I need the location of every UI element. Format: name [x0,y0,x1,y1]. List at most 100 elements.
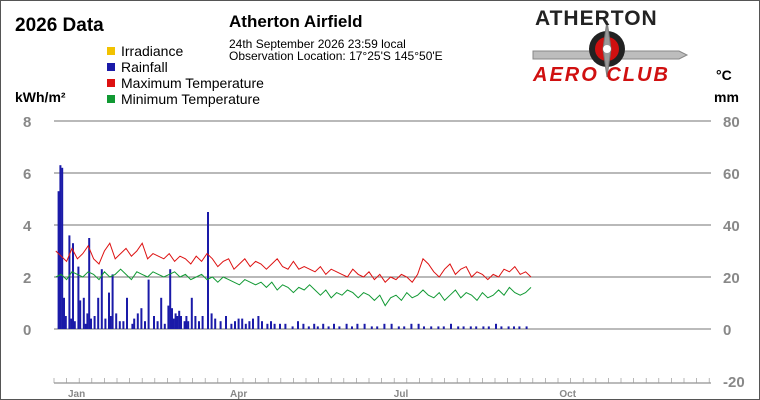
rainfall-bar [156,321,159,329]
month-tick-label: Oct [559,389,576,399]
rainfall-bar [363,323,366,329]
rainfall-bar [390,323,393,329]
rainfall-bar [462,326,465,329]
max-temperature-line [55,242,532,283]
rainfall-bar [111,274,114,329]
year-title: 2026 Data [15,15,104,36]
rainfall-bar [160,297,163,329]
legend-swatch [107,63,115,71]
rainfall-bar [201,316,204,329]
rainfall-bar [383,323,386,329]
logo-line-2: AERO CLUB [533,64,670,86]
legend-swatch [107,47,115,55]
rainfall-bar [163,323,166,329]
rainfall-bar [270,321,272,329]
observation-datetime: 24th September 2026 23:59 local [229,37,406,51]
rainfall-bar [225,316,227,329]
rainfall-bar [469,326,472,329]
rainfall-bar [79,300,82,329]
rainfall-bar [525,326,528,329]
right-tick-label: -20 [723,374,745,391]
rainfall-bar [169,269,172,329]
rainfall-bar [77,266,80,329]
rainfall-bar [241,318,244,329]
left-tick-label: 8 [23,114,31,131]
rainfall-bar [495,323,497,329]
rainfall-bar [333,323,335,329]
legend-swatch [107,79,115,87]
legend-label: Rainfall [121,59,168,75]
month-tick-label: Apr [230,389,247,399]
rainfall-bar [73,321,76,329]
rainfall-bar [63,297,65,329]
rainfall-bar [297,321,299,329]
rainfall-bar [104,318,107,329]
rainfall-bar [88,238,91,329]
right-tick-label: 40 [723,218,740,235]
rainfall-bar [172,318,175,329]
rainfall-bar [370,326,373,329]
rainfall-bar [376,326,379,329]
right-axis-unit-temperature: °C [716,67,732,83]
rainfall-bar [518,326,521,329]
rainfall-bar [237,318,240,329]
rainfall-bar [93,316,96,329]
rainfall-bar [252,318,254,329]
rainfall-bar [140,308,143,329]
rainfall-bar [68,235,71,329]
rainfall-bar [417,323,420,329]
rainfall-bar [64,316,67,329]
rainfall-bar [108,292,110,329]
rainfall-bar [291,326,294,329]
min-temperature-line [55,268,532,307]
station-title: Atherton Airfield [229,12,363,31]
rainfall-bar [133,318,136,329]
rainfall-bar [442,326,445,329]
rainfall-bar [475,326,478,329]
rainfall-bar [302,323,305,329]
rainfall-bar [131,323,134,329]
propeller-plane-icon [532,20,689,78]
rainfall-bar [423,326,425,329]
rainfall-bar [507,326,510,329]
rainfall-bar [97,297,100,329]
rainfall-bar [437,326,440,329]
rainfall-bar [219,321,222,329]
rainfall-bar [183,321,186,329]
rainfall-bar [307,326,310,329]
rainfall-bar [70,318,73,329]
rainfall-bar [338,326,341,329]
rainfall-bar [214,318,217,329]
left-axis-unit: kWh/m² [15,89,66,105]
left-tick-label: 4 [23,218,32,235]
rainfall-bar [410,323,413,329]
rainfall-bar [126,297,128,329]
rainfall-bar [90,318,92,329]
rainfall-bar [356,323,359,329]
legend-label: Maximum Temperature [121,75,264,91]
rainfall-bar [100,269,103,329]
rainfall-bar [176,316,179,329]
rainfall-bar [257,316,260,329]
legend-label: Irradiance [121,43,184,59]
rainfall-bar [316,326,319,329]
rainfall-bar [403,326,406,329]
rainfall-bar [57,191,60,329]
rainfall-bar [487,326,490,329]
left-tick-label: 2 [23,270,31,287]
right-tick-label: 60 [723,166,740,183]
left-tick-label: 6 [23,166,31,183]
rainfall-bar [82,297,85,329]
rainfall-bar [397,326,400,329]
rainfall-bar [61,167,64,329]
rainfall-bar [513,326,515,329]
rainfall-bar [351,326,353,329]
rainfall-bar [244,323,247,329]
rainfall-bar [136,313,139,329]
rainfall-bar [322,323,325,329]
rainfall-bar [430,326,433,329]
rainfall-bar [118,321,121,329]
rainfall-bar [194,316,197,329]
rainfall-bar [178,310,181,329]
